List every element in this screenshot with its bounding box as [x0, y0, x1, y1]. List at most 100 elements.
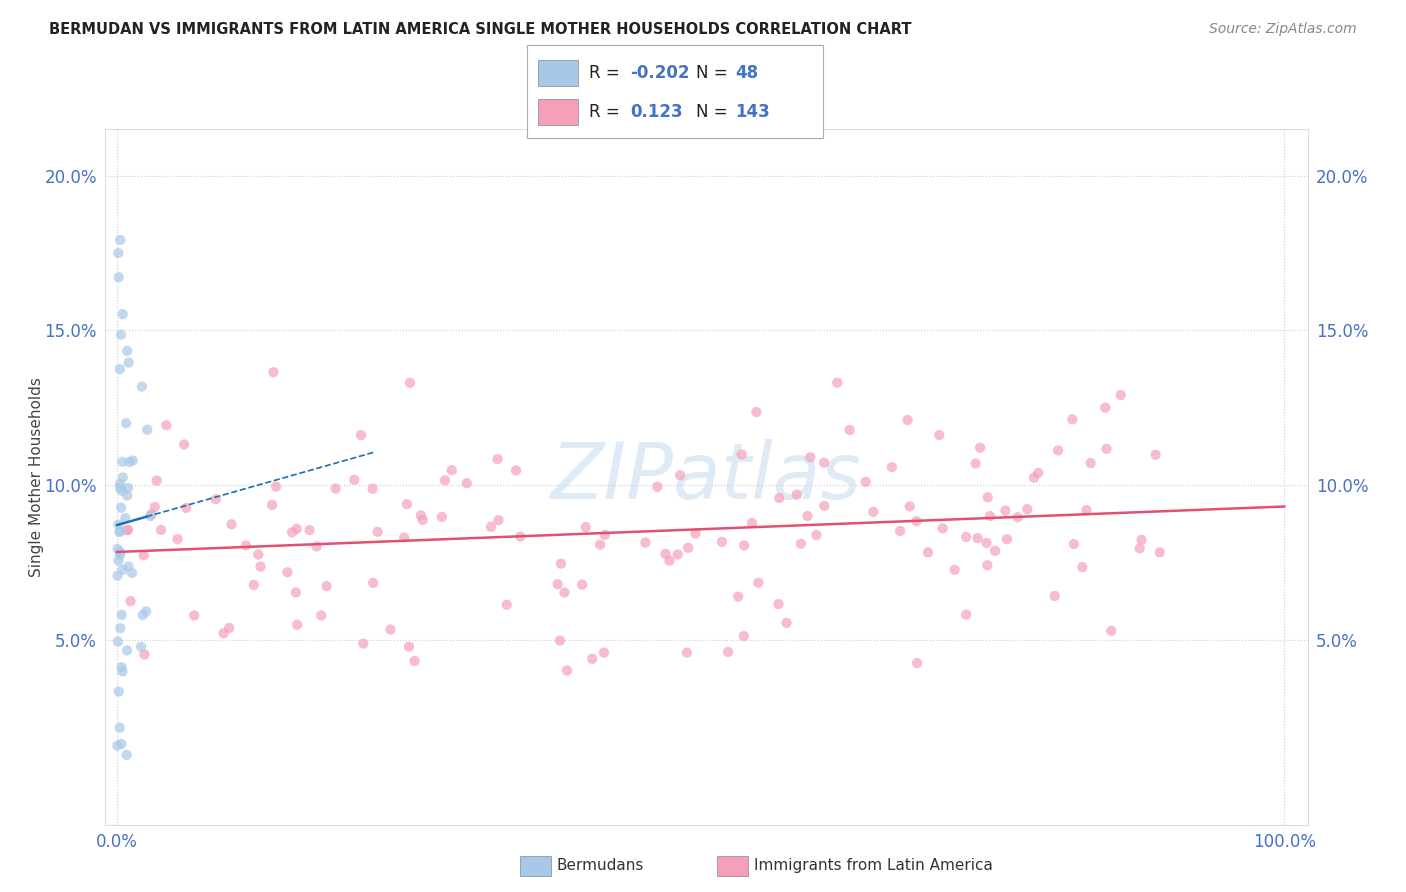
Point [285, 522, 308, 536]
Point [862, 505, 884, 519]
Point [1017, 502, 1039, 516]
Point [1130, 533, 1153, 547]
Point [121, 566, 143, 580]
Point [107, 541, 129, 556]
Point [547, 577, 569, 591]
Point [1022, 470, 1045, 484]
Point [398, 640, 420, 654]
Point [111, 307, 134, 321]
Point [634, 535, 657, 549]
Point [813, 499, 835, 513]
Point [486, 452, 509, 467]
Point [550, 557, 572, 571]
Point [409, 508, 432, 523]
Point [117, 343, 139, 358]
Point [204, 492, 226, 507]
Text: N =: N = [696, 103, 733, 121]
Point [995, 533, 1018, 547]
Point [905, 656, 928, 670]
Point [110, 233, 132, 247]
Point [117, 523, 139, 537]
Point [979, 509, 1001, 524]
Point [111, 563, 134, 577]
Point [1026, 466, 1049, 480]
Point [553, 585, 575, 599]
Point [107, 270, 129, 285]
Point [173, 437, 195, 451]
Point [115, 416, 138, 430]
Point [1144, 448, 1167, 462]
Point [107, 684, 129, 698]
Point [115, 747, 138, 762]
Point [1076, 503, 1098, 517]
Point [107, 568, 129, 582]
Point [343, 473, 366, 487]
Point [166, 532, 188, 546]
Point [994, 503, 1017, 517]
Point [108, 721, 131, 735]
Point [889, 524, 911, 538]
Point [966, 531, 988, 545]
Point [1047, 443, 1070, 458]
Point [775, 615, 797, 630]
Point [111, 483, 134, 498]
Point [669, 468, 692, 483]
Text: R =: R = [589, 63, 626, 82]
Point [733, 539, 755, 553]
Point [928, 428, 950, 442]
Point [984, 543, 1007, 558]
Point [1149, 545, 1171, 559]
Point [976, 558, 998, 573]
Point [733, 629, 755, 643]
Point [1071, 560, 1094, 574]
Point [139, 509, 162, 524]
Point [768, 597, 790, 611]
Point [107, 634, 129, 648]
Point [965, 457, 987, 471]
Point [115, 643, 138, 657]
Point [264, 480, 287, 494]
Point [281, 525, 304, 540]
Point [110, 524, 132, 539]
Point [212, 626, 235, 640]
Point [276, 566, 298, 580]
Point [976, 536, 998, 550]
Point [658, 554, 681, 568]
Point [433, 474, 456, 488]
Point [150, 523, 173, 537]
Point [647, 480, 669, 494]
Point [118, 356, 141, 370]
Point [221, 517, 243, 532]
Point [395, 497, 418, 511]
Point [786, 488, 808, 502]
Point [111, 665, 134, 679]
Text: -0.202: -0.202 [630, 63, 689, 82]
Point [298, 523, 321, 537]
Point [350, 428, 373, 442]
Text: ZIPatlas: ZIPatlas [551, 439, 862, 516]
Point [548, 633, 571, 648]
Point [1007, 510, 1029, 524]
Text: 0.123: 0.123 [630, 103, 682, 121]
Point [145, 474, 167, 488]
Point [730, 447, 752, 461]
Point [131, 607, 153, 622]
Text: Bermudans: Bermudans [557, 858, 644, 872]
Point [110, 500, 132, 515]
Point [108, 524, 131, 539]
Point [495, 598, 517, 612]
Point [1094, 401, 1116, 415]
Point [813, 456, 835, 470]
Point [135, 604, 157, 618]
Point [799, 450, 821, 465]
Point [111, 607, 134, 622]
Point [115, 523, 138, 537]
Point [105, 739, 128, 753]
Point [352, 637, 374, 651]
Point [361, 575, 384, 590]
Point [666, 548, 689, 562]
Point [581, 652, 603, 666]
Point [284, 585, 307, 599]
Point [134, 648, 156, 662]
Point [488, 513, 510, 527]
